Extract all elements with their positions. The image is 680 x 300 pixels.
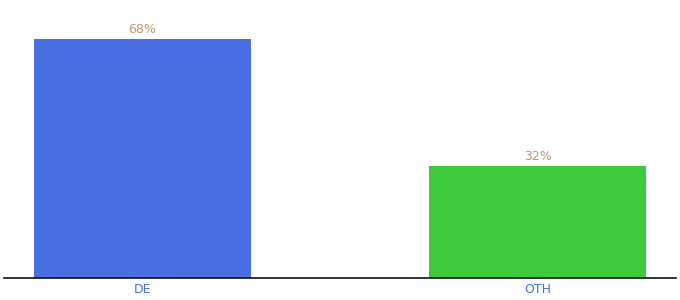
- Text: 68%: 68%: [129, 23, 156, 37]
- Bar: [34, 39, 251, 278]
- Text: 32%: 32%: [524, 150, 551, 163]
- Bar: [429, 166, 646, 278]
